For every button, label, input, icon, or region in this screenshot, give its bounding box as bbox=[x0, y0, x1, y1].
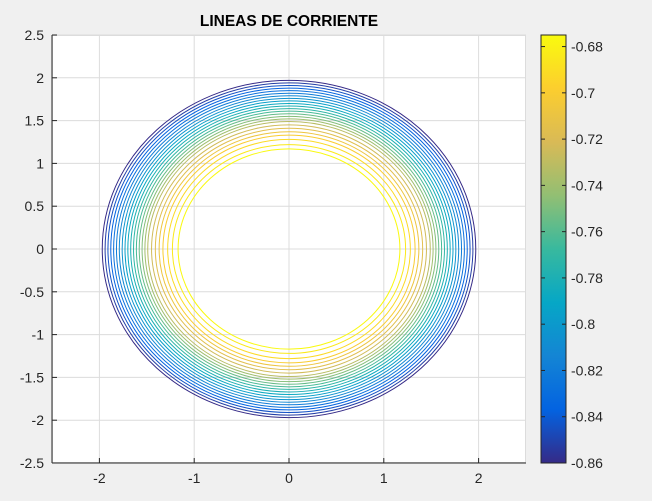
contour-line bbox=[127, 102, 451, 396]
colorbar-tick-label: -0.76 bbox=[571, 224, 603, 240]
colorbar: -0.68 -0.7 -0.72 -0.74 -0.76 -0.78 -0.8 -0.82 -0… bbox=[540, 34, 603, 471]
y-tick-label: 1.5 bbox=[25, 113, 45, 129]
colorbar-tick-label: -0.7 bbox=[571, 85, 595, 101]
contour-line bbox=[138, 113, 440, 385]
contour-line bbox=[177, 148, 401, 350]
colorbar-tick-label: -0.68 bbox=[571, 39, 603, 55]
y-tick-label: -1 bbox=[32, 327, 45, 343]
contour-lines bbox=[101, 79, 477, 419]
x-axis-ticks: -2 -1 0 1 2 bbox=[52, 458, 526, 486]
colorbar-tick-label: -0.8 bbox=[571, 316, 595, 332]
contour-line bbox=[162, 134, 416, 364]
chart-title: LINEAS DE CORRIENTE bbox=[200, 13, 378, 30]
x-tick-label: 0 bbox=[285, 470, 293, 486]
contour-line bbox=[110, 87, 468, 411]
colorbar-gradient bbox=[540, 34, 567, 464]
contour-line bbox=[124, 100, 454, 398]
contour-line bbox=[147, 120, 431, 378]
contour-line bbox=[144, 118, 434, 380]
contour-line bbox=[158, 131, 420, 367]
y-axis-ticks: 2.5 2 1.5 1 0.5 0 -0.5 -1 -1.5 -2 -2.5 bbox=[20, 27, 57, 471]
x-tick-label: 1 bbox=[380, 470, 388, 486]
contour-line bbox=[113, 90, 465, 408]
y-tick-label: -2.5 bbox=[20, 455, 44, 471]
y-tick-label: -2 bbox=[32, 412, 45, 428]
x-tick-label: 2 bbox=[475, 470, 483, 486]
contour-line bbox=[171, 144, 407, 354]
colorbar-tick-label: -0.78 bbox=[571, 270, 603, 286]
contour-line bbox=[104, 82, 474, 416]
colorbar-tick-label: -0.72 bbox=[571, 131, 603, 147]
y-tick-label: 1 bbox=[36, 155, 44, 171]
x-tick-label: -1 bbox=[188, 470, 201, 486]
contour-line bbox=[167, 138, 411, 360]
colorbar-tick-label: -0.84 bbox=[571, 409, 603, 425]
colorbar-tick-label: -0.86 bbox=[571, 455, 603, 471]
contour-line bbox=[121, 97, 457, 401]
contour-line bbox=[141, 115, 437, 383]
y-tick-label: 0.5 bbox=[25, 198, 45, 214]
contour-line bbox=[118, 95, 460, 403]
colorbar-tick-label: -0.74 bbox=[571, 177, 603, 193]
colorbar-tick-label: -0.82 bbox=[571, 362, 603, 378]
colorbar-ticks: -0.68 -0.7 -0.72 -0.74 -0.76 -0.78 -0.8 -0.82 -0… bbox=[541, 39, 603, 471]
y-tick-label: 0 bbox=[36, 241, 44, 257]
y-tick-label: 2.5 bbox=[25, 27, 45, 43]
y-tick-label: 2 bbox=[36, 70, 44, 86]
y-tick-label: -0.5 bbox=[20, 284, 44, 300]
contour-line bbox=[101, 79, 477, 419]
contour-line bbox=[133, 108, 445, 390]
contour-line bbox=[107, 85, 471, 413]
contour-line bbox=[154, 127, 424, 371]
contour-line bbox=[115, 92, 463, 406]
contour-line bbox=[135, 110, 443, 388]
x-tick-label: -2 bbox=[93, 470, 106, 486]
plot-axes: -2 -1 0 1 2 2.5 2 1.5 1 0.5 0 -0.5 -1 -1.5 -2 -2.5 bbox=[20, 27, 526, 486]
contour-line bbox=[151, 124, 427, 374]
contour-line bbox=[130, 105, 448, 393]
y-tick-label: -1.5 bbox=[20, 369, 44, 385]
